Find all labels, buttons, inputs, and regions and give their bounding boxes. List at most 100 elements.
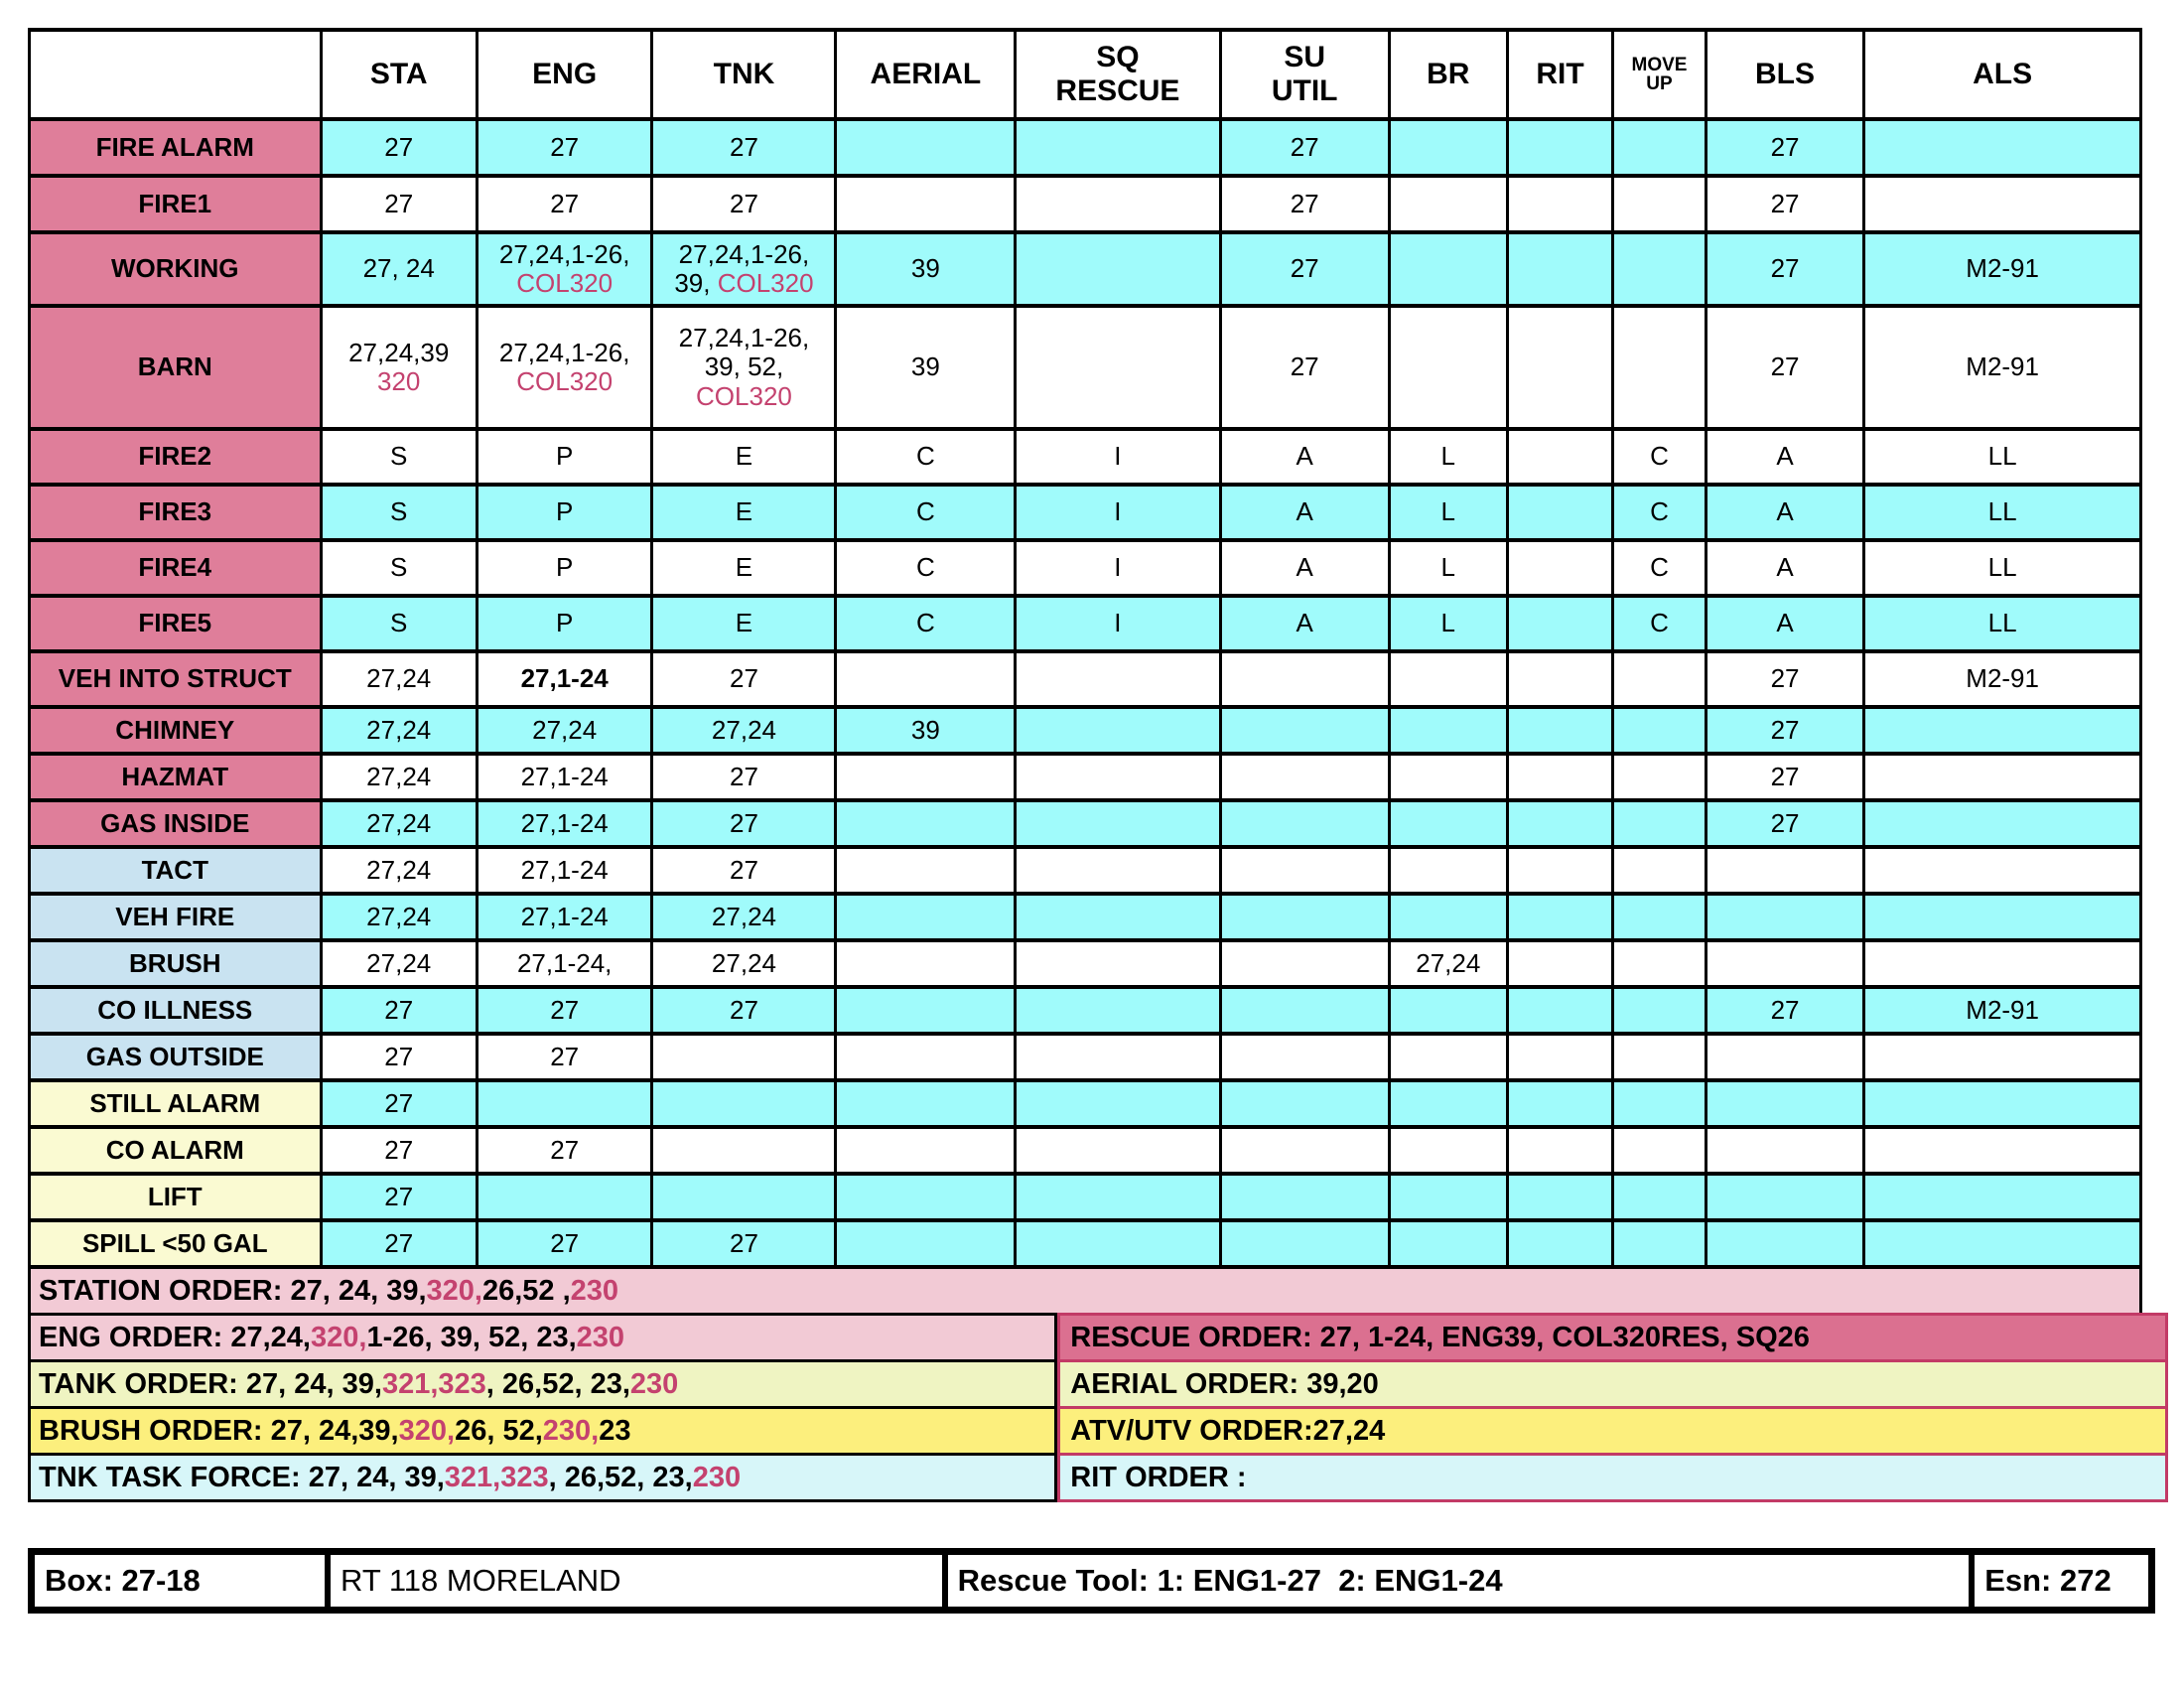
text-run: 320, [398, 1414, 456, 1447]
row-fire3: FIRE3 S P E C I A L C A LL [28, 483, 2142, 542]
column-header-eng: ENG [475, 28, 654, 121]
cell-rit [1505, 649, 1615, 709]
cell-rit [1505, 117, 1615, 178]
esn: Esn: 272 [1984, 1563, 2112, 1598]
text-run: 27,24,1-26, [678, 323, 810, 353]
cell-bls [1704, 1218, 1866, 1269]
cell-br [1387, 1218, 1509, 1269]
cell-rit [1505, 174, 1615, 234]
row-label: FIRE ALARM [28, 117, 323, 178]
cell-tnk: 27 [650, 1218, 838, 1269]
cell-move-up [1611, 174, 1707, 234]
cell-tnk: 27 [650, 174, 838, 234]
row-label: BRUSH [28, 938, 323, 989]
cell-aerial [834, 1172, 1018, 1222]
text-run: 27,24,1-26, [498, 337, 630, 367]
row-gas-outside: GAS OUTSIDE 27 27 [28, 1032, 2142, 1082]
cell-aerial: 39 [834, 705, 1018, 756]
cell-tnk: 27,24 [650, 892, 838, 942]
cell-als: M2-91 [1862, 230, 2142, 308]
cell-move-up [1611, 705, 1707, 756]
cell-move-up: C [1611, 538, 1707, 598]
cell-bls [1704, 845, 1866, 896]
cell-aerial [834, 1125, 1018, 1176]
cell-sta: 27 [319, 1032, 478, 1082]
cell-rit [1505, 538, 1615, 598]
cell-su-util [1218, 845, 1391, 896]
text-run: COL320 [717, 268, 814, 298]
cell-als [1862, 174, 2142, 234]
row-fire-alarm: FIRE ALARM 27 27 27 27 27 [28, 117, 2142, 178]
cell-eng: 27 [475, 174, 654, 234]
text-run: 230, [542, 1414, 600, 1447]
cell-su-util: A [1218, 538, 1391, 598]
cell-als [1862, 705, 2142, 756]
row-label: LIFT [28, 1172, 323, 1222]
column-header-move-up: MOVE UP [1611, 28, 1707, 121]
cell-su-util [1218, 752, 1391, 802]
text-run: TNK TASK FORCE: 27, 24, 39, [39, 1461, 445, 1493]
cell-br [1387, 705, 1509, 756]
cell-sq-rescue [1014, 892, 1222, 942]
cell-sq-rescue [1014, 649, 1222, 709]
text-run: 321,323 [444, 1461, 549, 1493]
cell-tnk: 27,24 [650, 705, 838, 756]
cell-eng: 27,24 [475, 705, 654, 756]
text-run: 320, [310, 1321, 367, 1353]
station-order-row: STATION ORDER: 27, 24, 39, 320, 26,52 , … [28, 1266, 2142, 1316]
cell-rit [1505, 1032, 1615, 1082]
column-header-tnk: TNK [650, 28, 838, 121]
cell-tnk: E [650, 483, 838, 542]
cell-move-up [1611, 752, 1707, 802]
cell-su-util: 27 [1218, 117, 1391, 178]
eng-order-row: ENG ORDER: 27,24, 320, 1-26, 39, 52, 23,… [28, 1313, 1058, 1362]
rit-order-row: RIT ORDER : [1057, 1453, 2168, 1502]
cell-tnk: 27,24,1-26, 39, COL320 [650, 230, 838, 308]
cell-aerial [834, 117, 1018, 178]
cell-su-util [1218, 1032, 1391, 1082]
row-hazmat: HAZMAT 27,24 27,1-24 27 27 [28, 752, 2142, 802]
cell-su-util [1218, 1125, 1391, 1176]
text-run: , 26,52, 23, [485, 1367, 630, 1400]
row-fire4: FIRE4 S P E C I A L C A LL [28, 538, 2142, 598]
cell-eng: 27,1-24 [475, 752, 654, 802]
row-label: CO ILLNESS [28, 985, 323, 1036]
cell-bls: A [1704, 594, 1866, 653]
cell-bls: 27 [1704, 798, 1866, 849]
cell-move-up: C [1611, 427, 1707, 487]
cell-sta: S [319, 594, 478, 653]
row-label: VEH INTO STRUCT [28, 649, 323, 709]
cell-rit [1505, 1125, 1615, 1176]
cell-eng: P [475, 483, 654, 542]
cell-aerial [834, 649, 1018, 709]
text-run: ATV/UTV ORDER:27,24 [1070, 1414, 1386, 1447]
order-split-row: ENG ORDER: 27,24, 320, 1-26, 39, 52, 23,… [28, 1313, 2168, 1362]
text-run: 230 [570, 1274, 619, 1307]
text-run: 321,323 [381, 1367, 486, 1400]
column-header-sta: STA [319, 28, 478, 121]
cell-bls: 27 [1704, 230, 1866, 308]
row-veh-fire: VEH FIRE 27,24 27,1-24 27,24 [28, 892, 2142, 942]
cell-br [1387, 304, 1509, 431]
text-run: 27,24,39 [348, 337, 450, 367]
row-label: VEH FIRE [28, 892, 323, 942]
cell-bls: 27 [1704, 174, 1866, 234]
cell-tnk: 27,24,1-26, 39, 52, COL320 [650, 304, 838, 431]
cell-br [1387, 985, 1509, 1036]
cell-sq-rescue [1014, 1032, 1222, 1082]
row-brush: BRUSH 27,24 27,1-24, 27,24 27,24 [28, 938, 2142, 989]
cell-aerial: C [834, 538, 1018, 598]
cell-eng: 27 [475, 1125, 654, 1176]
cell-tnk: E [650, 594, 838, 653]
cell-bls [1704, 1032, 1866, 1082]
brush-order-row: BRUSH ORDER: 27, 24,39, 320, 26, 52, 230… [28, 1406, 1058, 1456]
cell-sta: 27 [319, 985, 478, 1036]
cell-su-util [1218, 649, 1391, 709]
cell-bls: 27 [1704, 117, 1866, 178]
cell-als [1862, 1125, 2142, 1176]
cell-br [1387, 1172, 1509, 1222]
cell-als [1862, 845, 2142, 896]
text-run: 26, 52, [455, 1414, 543, 1447]
text-run: AERIAL ORDER: 39,20 [1070, 1367, 1379, 1400]
row-spill-50-gal: SPILL <50 GAL 27 27 27 [28, 1218, 2142, 1269]
